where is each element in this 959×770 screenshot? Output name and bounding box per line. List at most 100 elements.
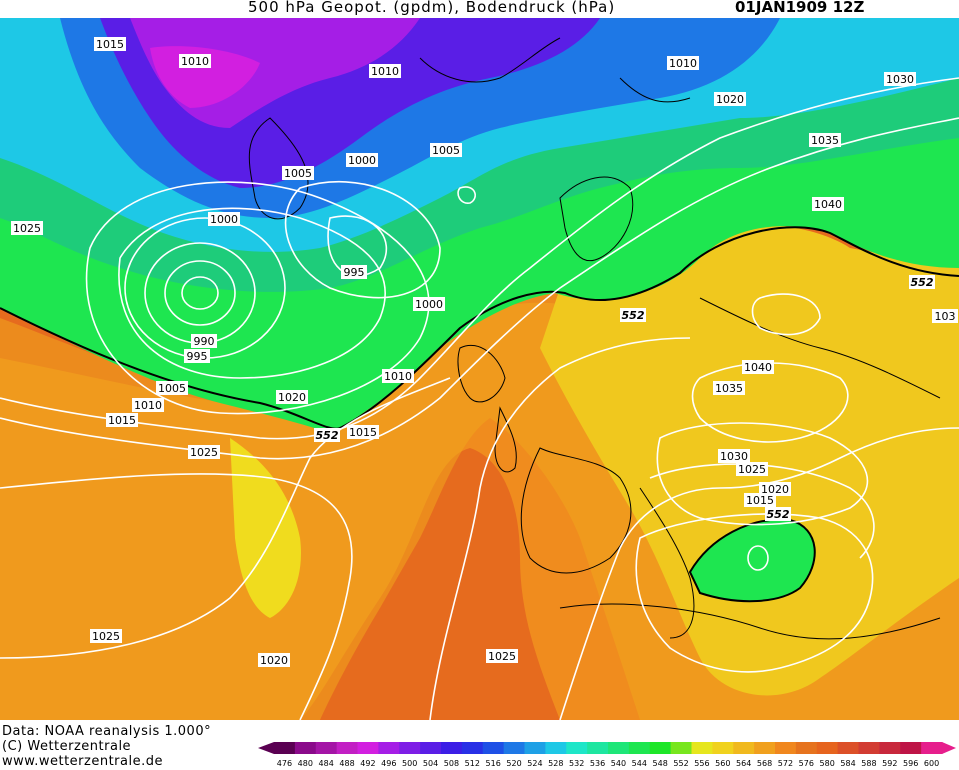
legend-swatch (420, 742, 442, 754)
isobar-label: 1040 (742, 360, 774, 374)
legend-swatch (545, 742, 567, 754)
color-legend: 476 480 484 488 492 496 500 504 508 512 516 520 524 5… (258, 742, 956, 768)
legend-swatch (294, 742, 317, 754)
title-bar: 500 hPa Geopot. (gpdm), Bodendruck (hPa)… (0, 0, 959, 18)
geopot-label: 552 (314, 428, 340, 442)
isobar-label: 1015 (347, 425, 379, 439)
isobar-label: 1025 (736, 462, 768, 476)
geopot-label: 552 (909, 275, 935, 289)
svg-text:995: 995 (344, 266, 365, 279)
legend-tick-label: 484 (319, 759, 334, 768)
legend-arrow-right (942, 742, 956, 754)
legend-swatch (775, 742, 797, 754)
legend-tick-label: 584 (840, 759, 855, 768)
isobar-label: 1010 (179, 54, 211, 68)
geopot-labels: 552 552 552 552 (314, 275, 935, 521)
legend-swatch (628, 742, 651, 754)
isobar-label: 1005 (282, 166, 314, 180)
legend-tick-label: 496 (381, 759, 396, 768)
isobar-label: 1035 (809, 133, 841, 147)
legend-tick-label: 572 (778, 759, 793, 768)
isobar-label: 103 (932, 309, 958, 323)
svg-text:1025: 1025 (13, 222, 41, 235)
isobar-label: 995 (341, 265, 367, 279)
legend-arrow-left (258, 742, 274, 754)
legend-tick-label: 536 (590, 759, 605, 768)
legend-tick-label: 568 (757, 759, 772, 768)
isobar-label: 1010 (667, 56, 699, 70)
legend-swatch (357, 742, 379, 754)
weather-map: 1015 1010 1010 1005 1000 1005 1025 1000 … (0, 18, 959, 720)
legend-tick-label: 576 (799, 759, 814, 768)
legend-swatch (274, 742, 296, 754)
legend-swatch (441, 742, 463, 754)
legend-swatch (336, 742, 359, 754)
legend-tick-label: 548 (653, 759, 668, 768)
svg-text:1010: 1010 (384, 370, 412, 383)
svg-text:1010: 1010 (134, 399, 162, 412)
svg-text:990: 990 (194, 335, 215, 348)
legend-tick-label: 580 (820, 759, 835, 768)
geopot-label: 552 (765, 507, 791, 521)
legend-swatch (733, 742, 755, 754)
isobar-label: 1025 (11, 221, 43, 235)
legend-tick-label: 588 (861, 759, 876, 768)
legend-swatch (503, 742, 526, 754)
legend-tick-label: 480 (298, 759, 313, 768)
legend-swatch (524, 742, 546, 754)
legend-tick-label: 524 (527, 759, 542, 768)
svg-text:552: 552 (767, 508, 790, 521)
legend-tick-label: 564 (736, 759, 751, 768)
isobar-label: 1010 (369, 64, 401, 78)
legend-swatch (461, 742, 484, 754)
website-url: www.wetterzentrale.de (2, 754, 163, 769)
legend-tick-label: 592 (882, 759, 897, 768)
isobar-label: 1020 (258, 653, 290, 667)
legend-swatch (649, 742, 672, 754)
svg-text:1025: 1025 (738, 463, 766, 476)
map-datetime: 01JAN1909 12Z (735, 0, 865, 16)
svg-text:1010: 1010 (669, 57, 697, 70)
legend-swatch (795, 742, 818, 754)
svg-text:103: 103 (935, 310, 956, 323)
isobar-label: 1005 (430, 143, 462, 157)
svg-text:1025: 1025 (488, 650, 516, 663)
field-556-south (230, 438, 301, 618)
svg-text:1035: 1035 (811, 134, 839, 147)
legend-tick-label: 516 (486, 759, 501, 768)
legend-tick-label: 528 (548, 759, 563, 768)
isobar-label: 1035 (713, 381, 745, 395)
isobar-label: 1030 (718, 449, 750, 463)
isobar-label: 1000 (208, 212, 240, 226)
legend-swatch (482, 742, 505, 754)
map-title: 500 hPa Geopot. (gpdm), Bodendruck (hPa) (248, 0, 616, 16)
svg-text:552: 552 (316, 429, 339, 442)
legend-swatch (900, 742, 922, 754)
isobar-label: 1010 (382, 369, 414, 383)
svg-text:1010: 1010 (181, 55, 209, 68)
svg-text:1005: 1005 (284, 167, 312, 180)
svg-text:1040: 1040 (744, 361, 772, 374)
credits: Data: NOAA reanalysis 1.000° (C) Wetterz… (2, 724, 211, 769)
legend-tick-label: 552 (673, 759, 688, 768)
legend-tick-label: 508 (444, 759, 459, 768)
legend-swatch (879, 742, 901, 754)
isobar-label: 1025 (188, 445, 220, 459)
isobar-label: 1015 (106, 413, 138, 427)
isobar-label: 1030 (884, 72, 916, 86)
svg-text:1000: 1000 (210, 213, 238, 226)
legend-tick-label: 556 (694, 759, 709, 768)
svg-text:1030: 1030 (886, 73, 914, 86)
legend-swatch (754, 742, 776, 754)
legend-tick-label: 512 (465, 759, 480, 768)
legend-swatch (816, 742, 839, 754)
legend-tick-label: 544 (632, 759, 647, 768)
contour-552 (0, 226, 959, 430)
svg-text:1015: 1015 (108, 414, 136, 427)
isobar-label: 1015 (744, 493, 776, 507)
geopot-label: 552 (620, 308, 646, 322)
isobar-label: 1025 (486, 649, 518, 663)
legend-tick-label: 488 (339, 759, 354, 768)
isobar-label: 1000 (346, 153, 378, 167)
legend-swatch (837, 742, 860, 754)
